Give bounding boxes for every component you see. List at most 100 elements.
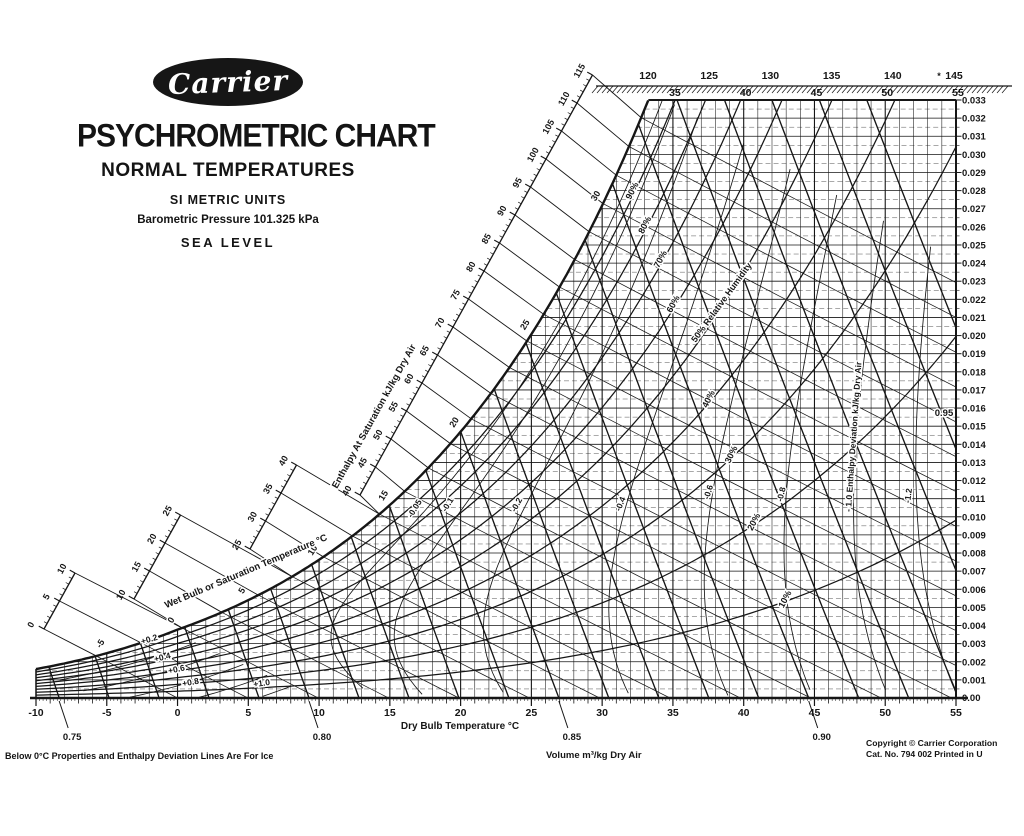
svg-text:20: 20 [145,532,159,546]
svg-text:0.001: 0.001 [962,675,986,686]
copyright-line2: Cat. No. 794 002 Printed in U [866,749,983,759]
svg-text:0.033: 0.033 [962,96,986,107]
svg-text:0.90: 0.90 [812,732,831,743]
svg-text:0.75: 0.75 [63,732,82,743]
svg-text:0.025: 0.025 [962,240,986,251]
svg-text:0.020: 0.020 [962,331,986,342]
svg-text:-5: -5 [102,707,111,719]
svg-text:0.004: 0.004 [962,621,986,632]
svg-text:55: 55 [952,87,964,99]
svg-text:70: 70 [433,316,447,330]
svg-text:-0.4: -0.4 [613,495,628,513]
svg-text:30: 30 [589,189,603,203]
svg-text:0.017: 0.017 [962,385,986,396]
svg-text:60%: 60% [664,294,681,315]
svg-text:Dry Bulb Temperature °C: Dry Bulb Temperature °C [401,721,519,732]
svg-text:115: 115 [571,62,587,80]
svg-text:55: 55 [950,707,962,719]
svg-text:0: 0 [25,620,36,629]
svg-text:35: 35 [669,87,681,99]
svg-text:135: 135 [823,70,841,82]
svg-text:-0.05: -0.05 [405,497,424,519]
svg-text:5: 5 [41,592,52,601]
svg-text:0.021: 0.021 [962,313,986,324]
svg-text:- 1.0 Enthalpy Deviation kJ/k: - 1.0 Enthalpy Deviation kJ/kg Dry Air [843,361,864,512]
svg-text:0.028: 0.028 [962,186,986,197]
svg-text:15: 15 [130,560,144,574]
svg-text:0.007: 0.007 [962,567,986,578]
svg-text:0.011: 0.011 [962,494,986,505]
svg-text:30%: 30% [723,444,740,465]
rh-curves [36,100,956,696]
svg-text:130: 130 [762,70,780,82]
svg-text:90: 90 [495,204,509,218]
svg-text:Wet Bulb or Saturation Tempera: Wet Bulb or Saturation Temperature °C [163,532,329,611]
svg-text:0.030: 0.030 [962,150,986,161]
svg-text:125: 125 [700,70,718,82]
svg-text:140: 140 [884,70,902,82]
svg-text:0.00: 0.00 [962,693,981,704]
svg-text:30: 30 [246,510,260,524]
title-block: Carrier PSYCHROMETRIC CHART NORMAL TEMPE… [77,58,436,250]
svg-text:0: 0 [175,707,181,719]
page-subtitle: NORMAL TEMPERATURES [101,160,355,181]
svg-text:0.024: 0.024 [962,259,986,270]
svg-text:0.010: 0.010 [962,512,986,523]
svg-text:0.026: 0.026 [962,222,986,233]
svg-text:15: 15 [376,489,390,503]
svg-text:45: 45 [809,707,821,719]
svg-text:-0.2: -0.2 [508,496,524,514]
svg-text:75: 75 [449,288,463,302]
svg-text:35: 35 [261,482,275,496]
svg-text:10: 10 [313,707,325,719]
svg-text:0.95: 0.95 [935,408,954,419]
svg-text:70%: 70% [652,249,669,270]
svg-text:0.006: 0.006 [962,585,986,596]
carrier-logo-text: Carrier [167,63,289,101]
svg-text:50: 50 [879,707,891,719]
svg-text:0.008: 0.008 [962,549,986,560]
svg-text:25: 25 [526,707,538,719]
svg-text:0.016: 0.016 [962,404,986,415]
svg-text:Volume m³/kg Dry Air: Volume m³/kg Dry Air [546,750,642,761]
svg-text:95: 95 [511,176,525,190]
svg-text:105: 105 [540,118,556,136]
svg-text:20%: 20% [745,511,762,532]
svg-text:0.018: 0.018 [962,367,986,378]
svg-text:35: 35 [667,707,679,719]
svg-text:80: 80 [464,260,478,274]
svg-text:-1.2: -1.2 [902,487,914,503]
humidity-axis: 0.001 0.002 0.003 0.004 0.005 0.006 0.007 0.008… [956,96,986,704]
svg-text:10: 10 [114,588,128,602]
svg-text:0.013: 0.013 [962,458,986,469]
svg-text:110: 110 [556,90,572,108]
svg-text:-5: -5 [94,638,107,650]
svg-text:30: 30 [596,707,608,719]
svg-text:0.80: 0.80 [313,732,332,743]
svg-text:0.002: 0.002 [962,657,986,668]
svg-text:0.014: 0.014 [962,440,986,451]
copyright-block: Copyright © Carrier Corporation Cat. No.… [866,738,997,760]
svg-text:60: 60 [402,372,416,386]
svg-text:0.019: 0.019 [962,349,986,360]
svg-text:0.015: 0.015 [962,422,986,433]
page-title: PSYCHROMETRIC CHART [77,118,436,155]
svg-text:0.012: 0.012 [962,476,986,487]
svg-text:145: 145 [945,70,963,82]
svg-text:45: 45 [811,87,823,99]
svg-text:5: 5 [236,586,247,596]
svg-text:40: 40 [740,87,752,99]
svg-text:50: 50 [371,428,385,442]
svg-text:45: 45 [356,456,370,470]
svg-text:10: 10 [55,562,69,576]
svg-text:0.003: 0.003 [962,639,986,650]
svg-text:25: 25 [518,318,532,332]
deviation-curves [59,100,956,698]
svg-text:5: 5 [245,707,251,719]
svg-text:40: 40 [738,707,750,719]
top-dry-bulb-labels: 35 40 45 50 55 [669,87,964,99]
svg-text:0.027: 0.027 [962,204,986,215]
